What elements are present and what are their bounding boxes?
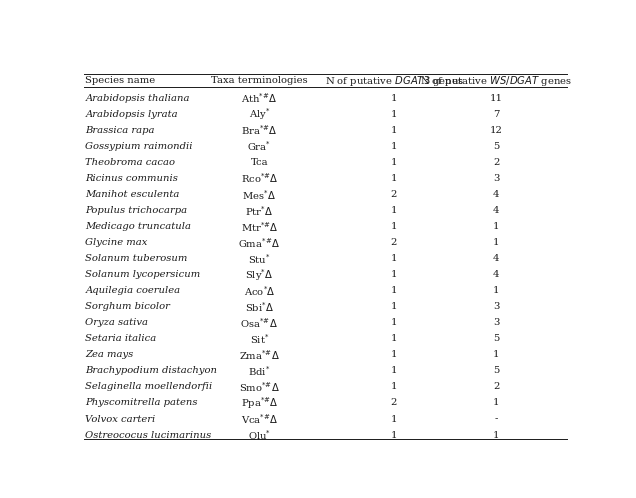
Text: Stu$^{*}$: Stu$^{*}$ (248, 252, 271, 265)
Text: 1: 1 (391, 174, 398, 183)
Text: Sorghum bicolor: Sorghum bicolor (85, 302, 170, 311)
Text: Solanum tuberosum: Solanum tuberosum (85, 254, 188, 263)
Text: 12: 12 (490, 126, 502, 135)
Text: Solanum lycopersicum: Solanum lycopersicum (85, 270, 201, 279)
Text: 1: 1 (391, 367, 398, 375)
Text: Osa$^{*\#}\Delta$: Osa$^{*\#}\Delta$ (240, 316, 279, 330)
Text: 2: 2 (493, 382, 499, 391)
Text: 1: 1 (391, 414, 398, 423)
Text: 2: 2 (391, 190, 397, 199)
Text: -: - (494, 414, 498, 423)
Text: Gra$^{*}$: Gra$^{*}$ (247, 139, 272, 153)
Text: 1: 1 (391, 318, 398, 327)
Text: Gossypium raimondii: Gossypium raimondii (85, 142, 193, 151)
Text: 1: 1 (391, 126, 398, 135)
Text: 1: 1 (391, 382, 398, 391)
Text: Aco$^{*}\Delta$: Aco$^{*}\Delta$ (244, 284, 275, 298)
Text: Ptr$^{*}\Delta$: Ptr$^{*}\Delta$ (245, 204, 273, 218)
Text: 1: 1 (391, 222, 398, 231)
Text: Manihot esculenta: Manihot esculenta (85, 190, 180, 199)
Text: Sbi$^{*}\Delta$: Sbi$^{*}\Delta$ (245, 300, 274, 314)
Text: Arabidopsis thaliana: Arabidopsis thaliana (85, 94, 190, 103)
Text: 7: 7 (493, 110, 499, 119)
Text: 1: 1 (493, 222, 499, 231)
Text: Ppa$^{*\#}\Delta$: Ppa$^{*\#}\Delta$ (240, 395, 278, 411)
Text: Aly$^{*}$: Aly$^{*}$ (249, 107, 270, 123)
Text: Sit$^{*}$: Sit$^{*}$ (250, 332, 269, 346)
Text: Theobroma cacao: Theobroma cacao (85, 158, 176, 167)
Text: Ricinus communis: Ricinus communis (85, 174, 178, 183)
Text: Setaria italica: Setaria italica (85, 334, 156, 344)
Text: Medicago truncatula: Medicago truncatula (85, 222, 191, 231)
Text: 1: 1 (493, 286, 499, 295)
Text: 1: 1 (391, 351, 398, 360)
Text: 5: 5 (493, 334, 499, 344)
Text: Vca$^{*\#}\Delta$: Vca$^{*\#}\Delta$ (240, 412, 278, 426)
Text: N of putative $\it{WS/DGAT}$ genes: N of putative $\it{WS/DGAT}$ genes (420, 74, 572, 88)
Text: 1: 1 (391, 302, 398, 311)
Text: 1: 1 (391, 94, 398, 103)
Text: 1: 1 (391, 254, 398, 263)
Text: 1: 1 (391, 142, 398, 151)
Text: 1: 1 (391, 158, 398, 167)
Text: Bdi$^{*}$: Bdi$^{*}$ (248, 364, 270, 378)
Text: 5: 5 (493, 142, 499, 151)
Text: 4: 4 (493, 190, 499, 199)
Text: Glycine max: Glycine max (85, 238, 148, 247)
Text: Brassica rapa: Brassica rapa (85, 126, 155, 135)
Text: Brachypodium distachyon: Brachypodium distachyon (85, 367, 218, 375)
Text: 3: 3 (493, 318, 499, 327)
Text: Bra$^{*\#}\Delta$: Bra$^{*\#}\Delta$ (241, 124, 278, 137)
Text: 11: 11 (490, 94, 502, 103)
Text: Oryza sativa: Oryza sativa (85, 318, 148, 327)
Text: 1: 1 (391, 206, 398, 215)
Text: Mtr$^{*\#}\Delta$: Mtr$^{*\#}\Delta$ (240, 220, 278, 234)
Text: Zma$^{*\#}\Delta$: Zma$^{*\#}\Delta$ (239, 348, 280, 362)
Text: 2: 2 (493, 158, 499, 167)
Text: Ostreococus lucimarinus: Ostreococus lucimarinus (85, 431, 212, 440)
Text: 1: 1 (493, 398, 499, 407)
Text: 1: 1 (493, 431, 499, 440)
Text: 1: 1 (391, 110, 398, 119)
Text: Aquilegia coerulea: Aquilegia coerulea (85, 286, 181, 295)
Text: 1: 1 (391, 286, 398, 295)
Text: Gma$^{*\#}\Delta$: Gma$^{*\#}\Delta$ (238, 236, 280, 249)
Text: Ath$^{*\#}\Delta$: Ath$^{*\#}\Delta$ (241, 92, 277, 106)
Text: Species name: Species name (85, 76, 156, 85)
Text: 4: 4 (493, 254, 499, 263)
Text: 1: 1 (391, 431, 398, 440)
Text: 1: 1 (493, 351, 499, 360)
Text: 4: 4 (493, 206, 499, 215)
Text: Tca: Tca (251, 158, 268, 167)
Text: 5: 5 (493, 367, 499, 375)
Text: 2: 2 (391, 398, 397, 407)
Text: Arabidopsis lyrata: Arabidopsis lyrata (85, 110, 178, 119)
Text: N of putative $\it{DGAT3}$ genes: N of putative $\it{DGAT3}$ genes (324, 74, 464, 88)
Text: 2: 2 (391, 238, 397, 247)
Text: Rco$^{*\#}\Delta$: Rco$^{*\#}\Delta$ (240, 172, 279, 185)
Text: Zea mays: Zea mays (85, 351, 134, 360)
Text: Volvox carteri: Volvox carteri (85, 414, 156, 423)
Text: Populus trichocarpa: Populus trichocarpa (85, 206, 188, 215)
Text: Mes$^{*}\Delta$: Mes$^{*}\Delta$ (242, 188, 277, 202)
Text: Physcomitrella patens: Physcomitrella patens (85, 398, 198, 407)
Text: 3: 3 (493, 174, 499, 183)
Text: Smo$^{*\#}\Delta$: Smo$^{*\#}\Delta$ (239, 380, 280, 394)
Text: Olu$^{*}$: Olu$^{*}$ (248, 428, 271, 442)
Text: Sly$^{*}\Delta$: Sly$^{*}\Delta$ (245, 267, 273, 283)
Text: 1: 1 (391, 270, 398, 279)
Text: Selaginella moellendorfii: Selaginella moellendorfii (85, 382, 212, 391)
Text: 1: 1 (391, 334, 398, 344)
Text: 1: 1 (493, 238, 499, 247)
Text: 4: 4 (493, 270, 499, 279)
Text: 3: 3 (493, 302, 499, 311)
Text: Taxa terminologies: Taxa terminologies (211, 76, 308, 85)
